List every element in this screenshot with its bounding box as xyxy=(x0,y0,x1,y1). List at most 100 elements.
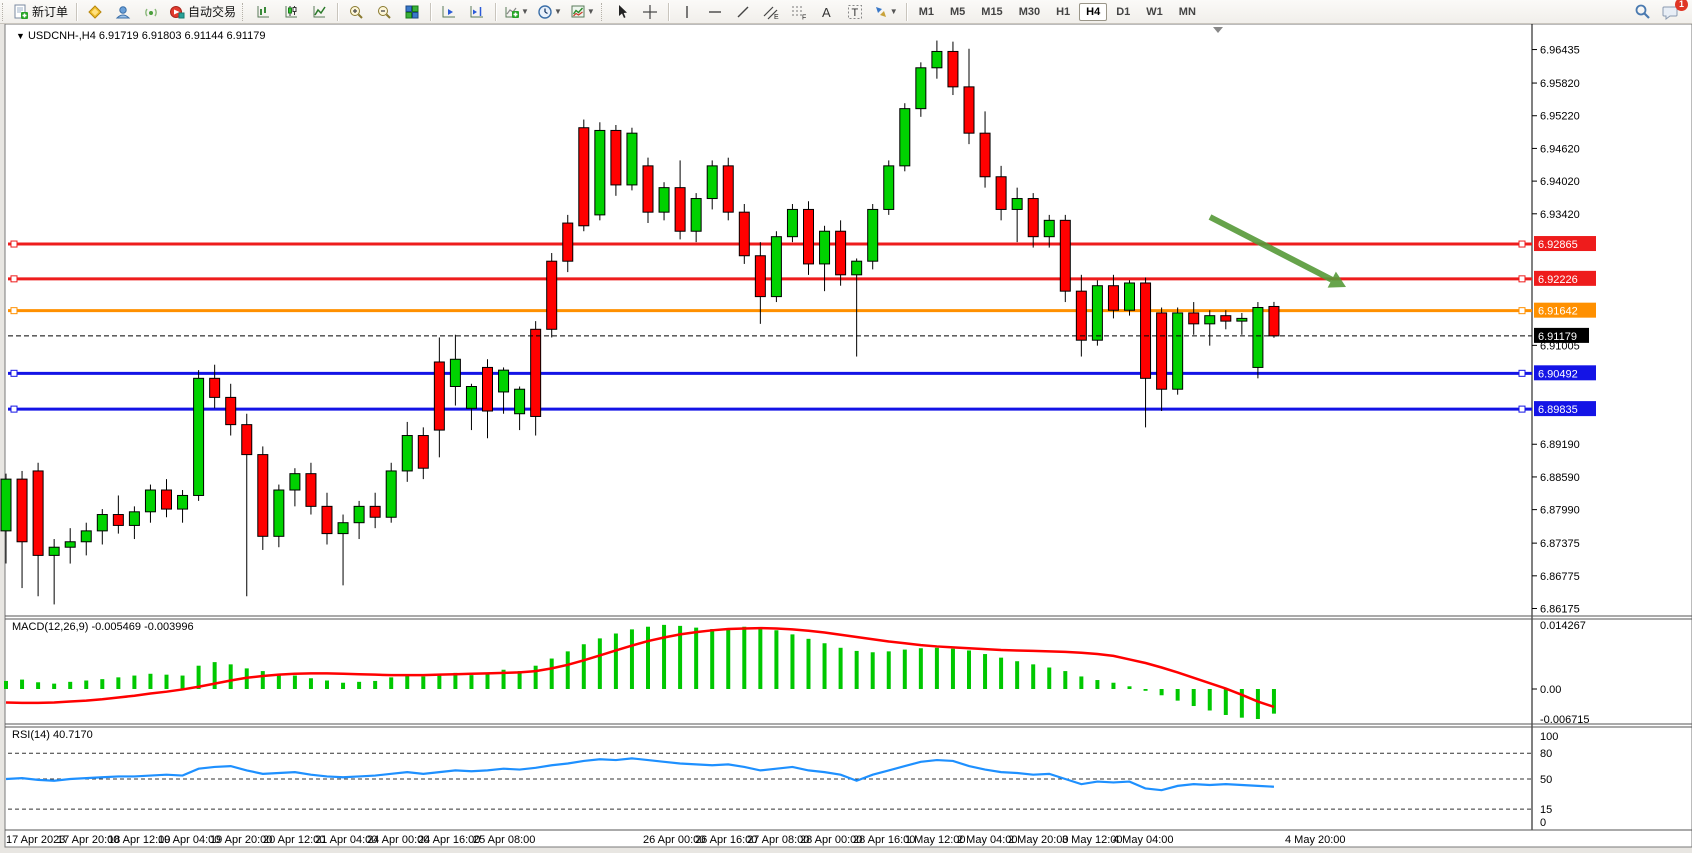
bar-chart-icon xyxy=(257,5,270,17)
candlestick-icon xyxy=(285,5,298,17)
candle xyxy=(0,478,12,532)
time-axis-label: 21 Apr 04:00 xyxy=(315,834,377,846)
tab-m5[interactable]: M5 xyxy=(950,5,966,18)
candle xyxy=(1204,315,1216,325)
tab-w1[interactable]: W1 xyxy=(1146,5,1163,18)
time-axis-label: 28 Apr 00:00 xyxy=(800,834,862,846)
notifications-button[interactable]: 1 xyxy=(1657,0,1688,22)
line-handle[interactable] xyxy=(10,405,18,413)
new-order-button[interactable]: 新订单 xyxy=(10,1,71,22)
candle xyxy=(979,132,991,178)
time-axis-label: 18 Apr 12:00 xyxy=(108,834,170,846)
tab-mn[interactable]: MN xyxy=(1178,5,1196,18)
autotrade-button[interactable]: 自动交易 xyxy=(166,1,239,22)
market-watch-button[interactable] xyxy=(82,1,108,22)
level-price-label-bg xyxy=(1534,236,1596,252)
rsi-axis-label: 15 xyxy=(1540,804,1552,816)
toolbar-grip[interactable] xyxy=(2,2,7,21)
indicators-button[interactable]: ▼ xyxy=(501,1,532,22)
tab-m1[interactable]: M1 xyxy=(918,5,934,18)
line-handle[interactable] xyxy=(1518,240,1526,248)
zoom-out-button[interactable] xyxy=(371,1,397,22)
price-tick-label: 6.94620 xyxy=(1540,143,1580,155)
text-label-button[interactable]: T xyxy=(842,1,868,22)
search-button[interactable] xyxy=(1629,1,1655,22)
candle xyxy=(642,165,654,213)
indicators-dropdown-caret[interactable]: ▼ xyxy=(521,7,529,16)
tab-d1[interactable]: D1 xyxy=(1116,5,1131,18)
line-handle[interactable] xyxy=(10,369,18,377)
tab-m30[interactable]: M30 xyxy=(1018,5,1041,18)
price-tick-label: 6.89190 xyxy=(1540,439,1580,451)
tab-m15[interactable]: M15 xyxy=(981,5,1003,18)
line-handle[interactable] xyxy=(1518,275,1526,283)
vertical-line-button[interactable] xyxy=(674,1,700,22)
candle xyxy=(1252,307,1264,368)
line-chart-icon xyxy=(313,5,326,17)
equidistant-channel-button[interactable]: E xyxy=(758,1,784,22)
fibonacci-button[interactable]: F xyxy=(786,1,812,22)
toolbar-grip[interactable] xyxy=(242,2,247,21)
candle xyxy=(177,494,189,510)
trend-arrow[interactable] xyxy=(1208,214,1334,283)
candle xyxy=(754,255,766,298)
periods-button[interactable]: ▼ xyxy=(534,1,565,22)
toolbar-separator xyxy=(495,2,497,21)
bar-chart-button[interactable] xyxy=(250,1,276,22)
horizontal-line-icon xyxy=(708,10,721,13)
fibo-icon: F xyxy=(791,6,806,20)
level-price-label: 6.89835 xyxy=(1538,404,1578,416)
level-price-label: 6.92226 xyxy=(1538,274,1578,286)
candle xyxy=(321,505,333,535)
templates-dropdown-caret[interactable]: ▼ xyxy=(586,7,595,16)
signal-button[interactable] xyxy=(138,1,164,22)
candlestick-button[interactable] xyxy=(278,1,304,22)
candle xyxy=(1220,315,1232,322)
tile-windows-button[interactable] xyxy=(399,1,425,22)
autotrade-label: 自动交易 xyxy=(188,5,237,19)
chart-shift-button[interactable] xyxy=(464,1,490,22)
time-axis-label: 17 Apr 20:00 xyxy=(57,834,119,846)
candle xyxy=(1027,198,1039,238)
crosshair-button[interactable] xyxy=(637,1,663,22)
candle xyxy=(449,358,461,388)
cursor-icon xyxy=(618,5,627,18)
shift-marker[interactable] xyxy=(1213,27,1223,33)
arrows-tool-button[interactable]: ▼ xyxy=(870,1,901,22)
candle xyxy=(706,165,718,200)
arrows-dropdown-caret[interactable]: ▼ xyxy=(889,7,898,16)
line-handle[interactable] xyxy=(10,275,18,283)
candle xyxy=(658,187,670,213)
tab-h4[interactable]: H4 xyxy=(1079,2,1108,21)
notification-badge: 1 xyxy=(1675,0,1688,11)
text-tool-button[interactable]: A xyxy=(814,1,840,22)
chart-title[interactable]: ▼ USDCNH-,H4 6.91719 6.91803 6.91144 6.9… xyxy=(16,30,265,42)
periods-dropdown-caret[interactable]: ▼ xyxy=(553,7,562,16)
line-handle[interactable] xyxy=(1518,405,1526,413)
time-axis-label: 20 Apr 12:00 xyxy=(263,834,325,846)
collapse-arrow-icon[interactable]: ▼ xyxy=(16,31,25,41)
candle xyxy=(257,454,269,537)
clock-icon xyxy=(538,4,552,19)
candle xyxy=(225,396,237,426)
auto-scroll-button[interactable] xyxy=(436,1,462,22)
line-handle[interactable] xyxy=(10,240,18,248)
trendline-button[interactable] xyxy=(730,1,756,22)
horizontal-line-button[interactable] xyxy=(702,1,728,22)
tab-h1[interactable]: H1 xyxy=(1056,5,1071,18)
candle xyxy=(241,424,253,456)
line-handle[interactable] xyxy=(1518,369,1526,377)
candle xyxy=(112,514,124,526)
community-button[interactable] xyxy=(110,1,136,22)
line-handle[interactable] xyxy=(10,307,18,315)
time-axis-label: 25 Apr 08:00 xyxy=(473,834,535,846)
cursor-button[interactable] xyxy=(609,1,635,22)
main-toolbar: 新订单 自动交易 xyxy=(0,0,1692,24)
line-handle[interactable] xyxy=(1518,307,1526,315)
line-chart-button[interactable] xyxy=(306,1,332,22)
zoom-in-button[interactable] xyxy=(343,1,369,22)
templates-button[interactable]: ▼ xyxy=(567,1,598,22)
toolbar-grip[interactable] xyxy=(600,2,606,21)
trend-arrow-head[interactable] xyxy=(1327,271,1346,288)
